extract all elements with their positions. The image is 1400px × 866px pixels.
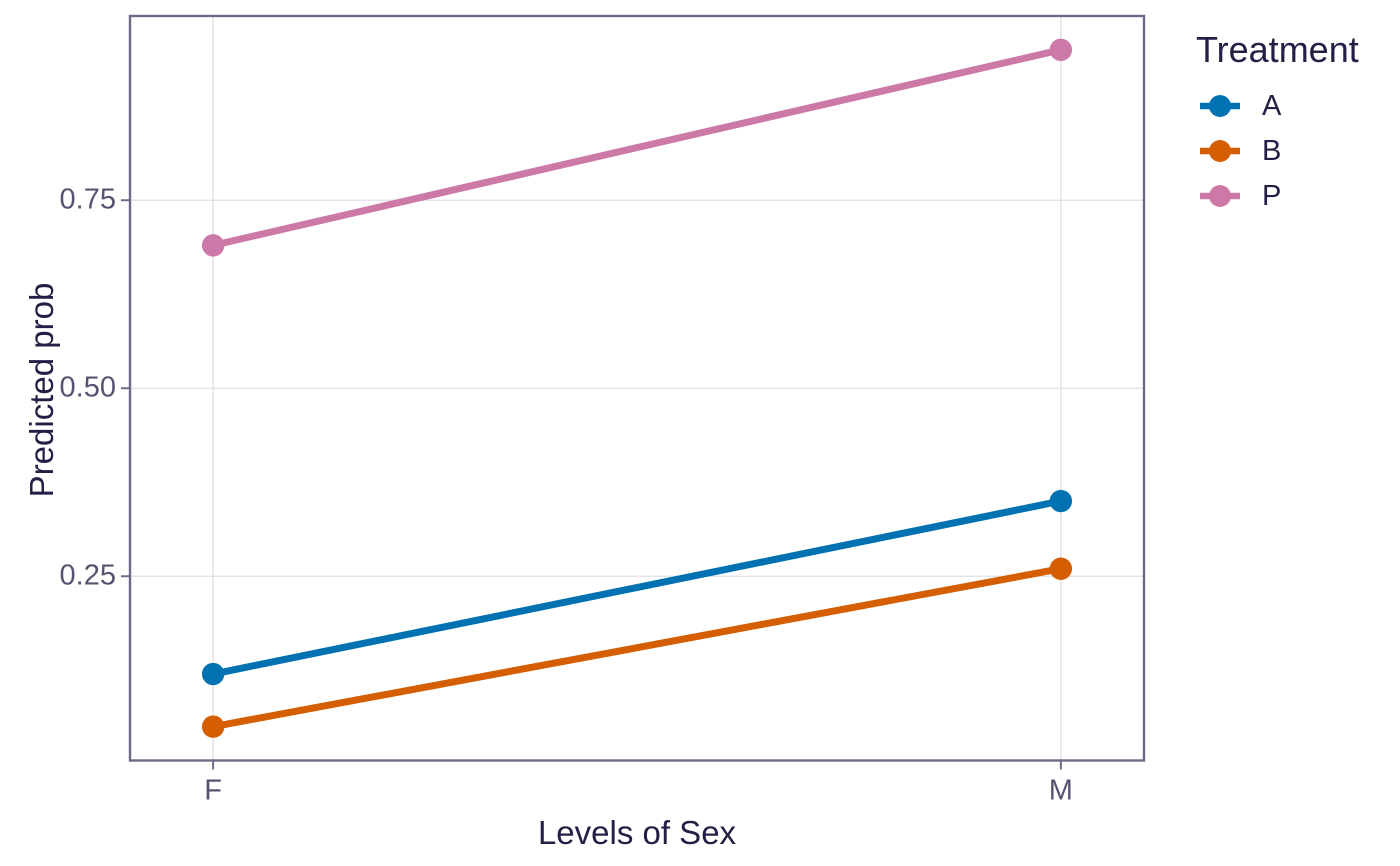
data-point-B-F — [201, 715, 225, 738]
legend-entry-B: B — [1196, 134, 1359, 167]
x-axis-title: Levels of Sex — [537, 814, 737, 851]
series-line-A — [212, 497, 1062, 678]
legend-key-icon-A — [1200, 95, 1240, 117]
y-tick-label: 0.25 — [59, 559, 116, 592]
x-tick-label: F — [204, 774, 222, 806]
data-point-B-M — [1049, 557, 1073, 580]
x-tick-label: M — [1048, 774, 1073, 806]
legend-label-A: A — [1262, 89, 1282, 122]
legend-key-icon-P — [1200, 185, 1240, 207]
data-point-P-M — [1049, 38, 1073, 62]
series-line-P — [212, 46, 1062, 249]
y-axis-title: Predicted prob — [23, 282, 60, 498]
data-point-A-M — [1049, 489, 1073, 513]
legend-entry-P: P — [1196, 179, 1359, 212]
legend-title: Treatment — [1196, 29, 1359, 70]
legend-label-B: B — [1262, 134, 1282, 167]
panel-border — [128, 14, 1146, 762]
y-tick-label: 0.50 — [59, 371, 116, 404]
legend-label-P: P — [1262, 179, 1282, 212]
legend-key-icon-B — [1200, 140, 1240, 162]
data-point-P-F — [201, 234, 225, 257]
series-line-B — [212, 565, 1062, 731]
data-point-A-F — [201, 662, 225, 686]
y-tick-label: 0.75 — [59, 183, 116, 216]
legend-entry-A: A — [1196, 89, 1359, 122]
